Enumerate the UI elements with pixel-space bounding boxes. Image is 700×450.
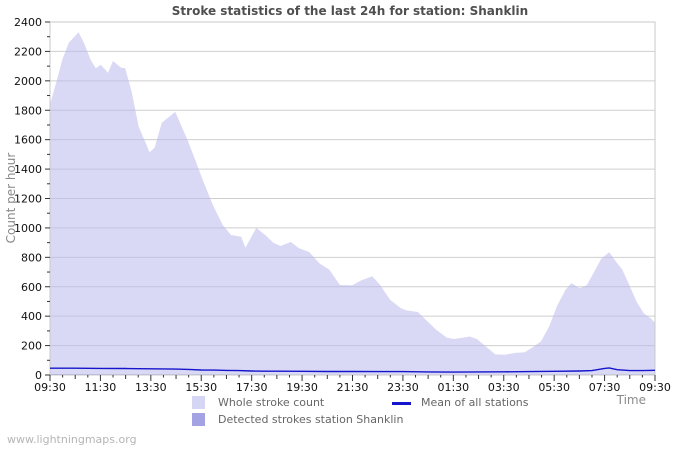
svg-text:2000: 2000	[14, 75, 42, 88]
legend-swatch-whole-stroke-count	[192, 396, 205, 409]
svg-text:09:30: 09:30	[34, 381, 66, 394]
svg-text:01:30: 01:30	[437, 381, 469, 394]
svg-text:13:30: 13:30	[135, 381, 167, 394]
svg-text:1200: 1200	[14, 193, 42, 206]
legend-label-mean-of-all-stations: Mean of all stations	[421, 396, 529, 409]
legend-label-detected-strokes: Detected strokes station Shanklin	[218, 413, 404, 426]
svg-text:800: 800	[21, 251, 42, 264]
svg-text:19:30: 19:30	[286, 381, 318, 394]
watermark: www.lightningmaps.org	[7, 433, 137, 446]
svg-text:1000: 1000	[14, 222, 42, 235]
legend-item-mean-of-all-stations: Mean of all stations	[392, 396, 529, 409]
svg-text:23:30: 23:30	[387, 381, 419, 394]
svg-text:07:30: 07:30	[589, 381, 621, 394]
svg-text:200: 200	[21, 340, 42, 353]
svg-text:21:30: 21:30	[337, 381, 369, 394]
legend-item-whole-stroke-count: Whole stroke count	[192, 396, 324, 409]
svg-text:1800: 1800	[14, 104, 42, 117]
svg-text:2200: 2200	[14, 45, 42, 58]
y-axis-title: Count per hour	[4, 152, 18, 244]
svg-text:15:30: 15:30	[185, 381, 217, 394]
legend-label-whole-stroke-count: Whole stroke count	[218, 396, 325, 409]
chart-title: Stroke statistics of the last 24h for st…	[171, 4, 529, 18]
svg-text:2400: 2400	[14, 16, 42, 29]
svg-text:400: 400	[21, 310, 42, 323]
svg-text:0: 0	[35, 369, 42, 382]
svg-text:03:30: 03:30	[488, 381, 520, 394]
svg-text:05:30: 05:30	[538, 381, 570, 394]
legend-swatch-detected-strokes	[192, 413, 205, 426]
svg-text:1400: 1400	[14, 163, 42, 176]
legend-line-swatch-icon	[392, 401, 411, 405]
svg-text:11:30: 11:30	[85, 381, 117, 394]
svg-text:1600: 1600	[14, 134, 42, 147]
x-axis-title: Time	[616, 393, 646, 407]
svg-text:17:30: 17:30	[236, 381, 268, 394]
svg-text:600: 600	[21, 281, 42, 294]
legend-item-detected-strokes: Detected strokes station Shanklin	[192, 413, 403, 426]
svg-text:09:30: 09:30	[639, 381, 671, 394]
